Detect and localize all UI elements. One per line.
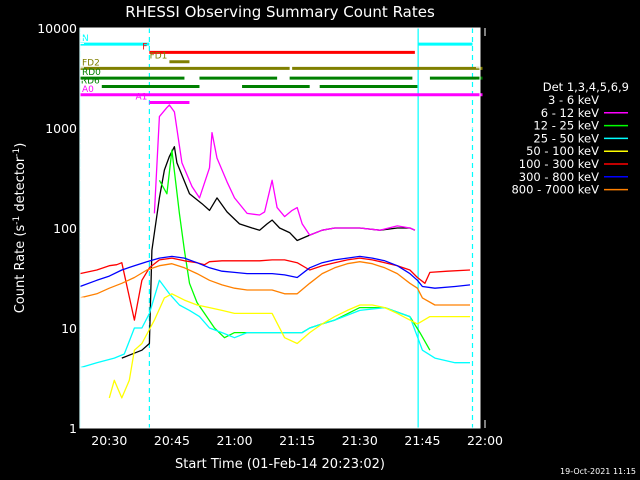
y-axis-label-sup2: -1 xyxy=(12,148,22,157)
legend-label-4: 50 - 100 keV xyxy=(526,144,599,158)
y-tick-label-2: 100 xyxy=(53,221,77,236)
legend-label-0: 3 - 6 keV xyxy=(548,93,599,107)
y-axis-label-main: Count Rate (s xyxy=(13,225,28,314)
series-line-5 xyxy=(79,257,471,321)
x-axis: 20:30 20:45 21:00 21:15 21:30 21:45 22:00 xyxy=(87,28,503,448)
x-tick-label-2: 21:00 xyxy=(217,433,253,448)
bar-label-a0: A0 xyxy=(82,85,94,95)
footer-timestamp: 19-Oct-2021 11:15 xyxy=(560,467,636,476)
x-tick-label-4: 21:30 xyxy=(342,433,378,448)
series-line-6 xyxy=(79,255,471,289)
x-tick-label-3: 21:15 xyxy=(279,433,315,448)
legend-label-2: 12 - 25 keV xyxy=(533,119,599,133)
x-tick-label-5: 21:45 xyxy=(404,433,440,448)
y-axis-label-end: ) xyxy=(13,143,28,148)
bar-label-fd1: FD1 xyxy=(150,52,168,62)
y-tick-label-3: 1000 xyxy=(45,121,77,136)
y-axis-label: Count Rate (s-1 detector-1) xyxy=(12,143,28,314)
y-tick-label-4: 10000 xyxy=(37,21,77,36)
legend-label-3: 25 - 50 keV xyxy=(533,131,599,145)
x-tick-label-0: 20:30 xyxy=(91,433,127,448)
bar-label-rd6: RD6 xyxy=(81,77,100,87)
y-tick-label-0: 1 xyxy=(69,421,77,436)
bar-label-fd2: FD2 xyxy=(82,58,100,68)
series-group xyxy=(79,104,471,399)
legend-label-7: 800 - 7000 keV xyxy=(511,183,599,197)
x-tick-label-6: 22:00 xyxy=(467,433,503,448)
bar-label-rd0: RD0 xyxy=(82,68,101,78)
bar-label-f: F xyxy=(142,42,147,52)
x-axis-label: Start Time (01-Feb-14 20:23:02) xyxy=(175,457,385,472)
legend-label-6: 300 - 800 keV xyxy=(519,170,599,184)
legend-label-1: 6 - 12 keV xyxy=(541,106,599,120)
y-axis-label-sup1: -1 xyxy=(12,216,22,225)
legend-label-5: 100 - 300 keV xyxy=(519,157,599,171)
x-tick-label-1: 20:45 xyxy=(154,433,190,448)
y-tick-label-1: 10 xyxy=(61,321,77,336)
y-axis-label-mid: detector xyxy=(13,156,28,216)
bar-label-a1: A1 xyxy=(135,92,147,102)
legend-header: Det 1,3,4,5,6,9 xyxy=(543,80,629,94)
series-line-4 xyxy=(108,293,470,399)
chart-title: RHESSI Observing Summary Count Rates xyxy=(125,3,435,21)
bar-label-n: N xyxy=(82,34,89,44)
y-axis: 1 10 100 1000 10000 xyxy=(37,21,480,436)
series-line-7 xyxy=(79,261,470,306)
series-line-1 xyxy=(153,104,416,236)
